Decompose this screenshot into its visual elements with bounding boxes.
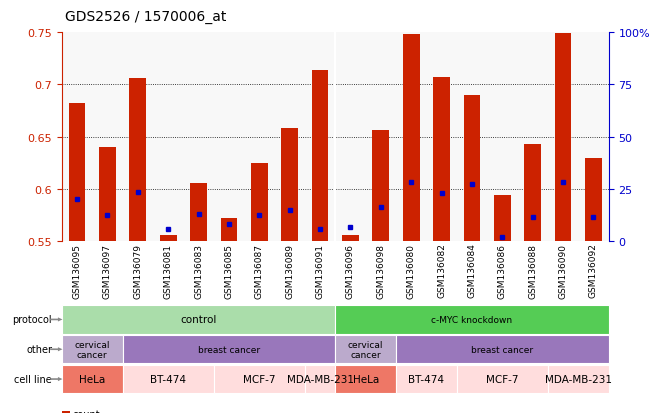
Text: MCF-7: MCF-7	[243, 374, 275, 384]
Text: MDA-MB-231: MDA-MB-231	[545, 374, 612, 384]
Text: MCF-7: MCF-7	[486, 374, 519, 384]
Text: protocol: protocol	[12, 315, 52, 325]
Bar	[434, 78, 450, 242]
Text: cervical
cancer: cervical cancer	[348, 340, 383, 359]
Bar	[464, 96, 480, 242]
Bar	[99, 148, 116, 242]
Bar	[525, 145, 541, 242]
Bar	[312, 71, 329, 242]
Text: control: control	[180, 315, 217, 325]
Bar	[403, 35, 419, 242]
Text: BT-474: BT-474	[150, 374, 186, 384]
Bar	[585, 158, 602, 242]
Bar	[342, 235, 359, 242]
Bar	[159, 235, 176, 242]
Bar	[494, 196, 510, 242]
Text: c-MYC knockdown: c-MYC knockdown	[432, 315, 512, 324]
Text: breast cancer: breast cancer	[471, 345, 533, 354]
Text: BT-474: BT-474	[408, 374, 445, 384]
Bar	[221, 218, 237, 242]
Bar	[555, 34, 572, 242]
Text: cervical
cancer: cervical cancer	[74, 340, 110, 359]
Text: cell line: cell line	[14, 374, 52, 384]
Text: other: other	[26, 344, 52, 354]
Text: HeLa: HeLa	[79, 374, 105, 384]
Text: count: count	[73, 409, 100, 413]
Text: GDS2526 / 1570006_at: GDS2526 / 1570006_at	[65, 10, 227, 24]
Text: MDA-MB-231: MDA-MB-231	[286, 374, 353, 384]
Bar	[251, 164, 268, 242]
Bar	[190, 183, 207, 242]
Bar	[281, 129, 298, 242]
Text: HeLa: HeLa	[353, 374, 379, 384]
Bar	[130, 79, 146, 242]
Bar	[69, 104, 85, 242]
Text: breast cancer: breast cancer	[198, 345, 260, 354]
Bar	[372, 131, 389, 242]
